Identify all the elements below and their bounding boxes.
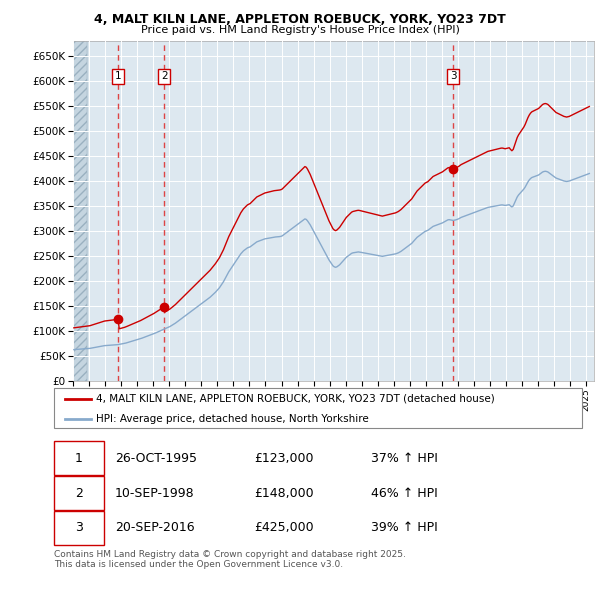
Text: 3: 3	[450, 71, 457, 81]
Text: 1: 1	[115, 71, 122, 81]
Text: Contains HM Land Registry data © Crown copyright and database right 2025.
This d: Contains HM Land Registry data © Crown c…	[54, 550, 406, 569]
Text: £425,000: £425,000	[254, 522, 314, 535]
Text: 4, MALT KILN LANE, APPLETON ROEBUCK, YORK, YO23 7DT: 4, MALT KILN LANE, APPLETON ROEBUCK, YOR…	[94, 13, 506, 26]
Text: £148,000: £148,000	[254, 487, 314, 500]
Text: Price paid vs. HM Land Registry's House Price Index (HPI): Price paid vs. HM Land Registry's House …	[140, 25, 460, 35]
Text: 37% ↑ HPI: 37% ↑ HPI	[371, 452, 437, 465]
FancyBboxPatch shape	[54, 441, 104, 475]
Text: 2: 2	[75, 487, 83, 500]
Text: 26-OCT-1995: 26-OCT-1995	[115, 452, 197, 465]
Text: 39% ↑ HPI: 39% ↑ HPI	[371, 522, 437, 535]
Text: 1: 1	[75, 452, 83, 465]
Text: 4, MALT KILN LANE, APPLETON ROEBUCK, YORK, YO23 7DT (detached house): 4, MALT KILN LANE, APPLETON ROEBUCK, YOR…	[96, 394, 495, 404]
Bar	[73, 41, 86, 381]
FancyBboxPatch shape	[54, 476, 104, 510]
Text: 46% ↑ HPI: 46% ↑ HPI	[371, 487, 437, 500]
FancyBboxPatch shape	[54, 511, 104, 545]
Text: 2: 2	[161, 71, 167, 81]
Bar	[73, 41, 86, 381]
Text: 10-SEP-1998: 10-SEP-1998	[115, 487, 194, 500]
Text: £123,000: £123,000	[254, 452, 314, 465]
Text: HPI: Average price, detached house, North Yorkshire: HPI: Average price, detached house, Nort…	[96, 414, 369, 424]
Text: 3: 3	[75, 522, 83, 535]
Text: 20-SEP-2016: 20-SEP-2016	[115, 522, 194, 535]
